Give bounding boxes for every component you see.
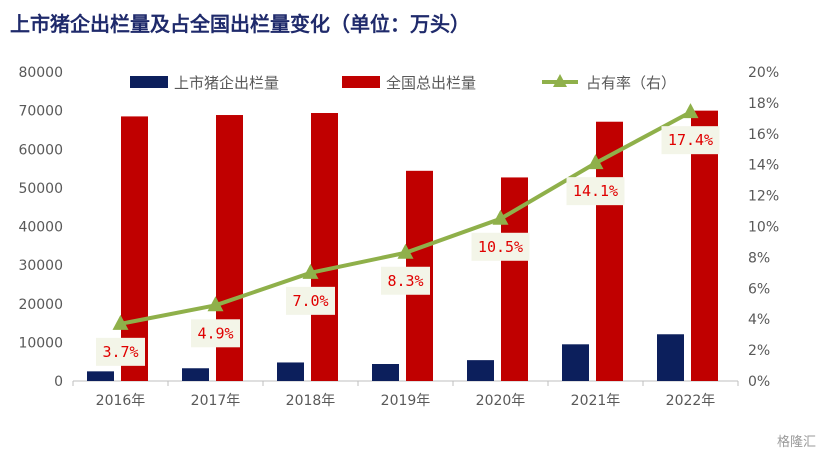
y-left-tick-label: 70000	[18, 104, 63, 120]
bar-national	[501, 177, 528, 381]
y-left-tick-label: 40000	[18, 220, 63, 236]
legend-label: 全国总出栏量	[386, 74, 476, 92]
data-label-box	[381, 266, 430, 295]
y-left-tick-label: 10000	[18, 335, 63, 351]
x-tick-label: 2022年	[666, 393, 716, 409]
bar-listed	[467, 360, 494, 381]
bar-national	[311, 113, 338, 381]
bar-listed	[372, 364, 399, 381]
y-right-tick-label: 18%	[748, 96, 779, 112]
y-right-tick-label: 14%	[748, 158, 779, 174]
legend-label: 占有率（右）	[586, 74, 676, 92]
data-label: 8.3%	[387, 272, 423, 290]
share-marker	[682, 103, 699, 119]
share-marker	[112, 314, 129, 330]
y-left-tick-label: 60000	[18, 142, 63, 158]
y-right-tick-label: 8%	[748, 250, 770, 266]
y-left-tick-label: 0	[54, 374, 63, 390]
bar-listed	[277, 362, 304, 381]
x-tick-label: 2019年	[381, 393, 431, 409]
data-label: 10.5%	[478, 238, 523, 256]
legend-swatch-marker	[553, 74, 567, 87]
bar-national	[691, 110, 718, 381]
axes: 0 10000 20000 30000 40000 50000 60000 70000 8000…	[18, 65, 779, 409]
y-right-tick-label: 16%	[748, 127, 779, 143]
share-marker	[492, 209, 509, 225]
bar-listed	[87, 371, 114, 381]
y-right-tick-label: 4%	[748, 312, 770, 328]
x-tick-label: 2017年	[191, 393, 241, 409]
data-label: 17.4%	[668, 131, 713, 149]
chart-title: 上市猪企出栏量及占全国出栏量变化（单位：万头）	[10, 12, 470, 36]
legend-swatch	[130, 76, 168, 88]
y-right-tick-label: 2%	[748, 343, 770, 359]
x-tick-label: 2018年	[286, 393, 336, 409]
watermark-text: 格隆汇	[776, 435, 816, 450]
bar-listed	[562, 344, 589, 381]
y-right-tick-label: 20%	[748, 65, 779, 81]
data-label-box	[96, 337, 145, 366]
share-line	[112, 103, 699, 330]
bar-national	[121, 116, 148, 382]
y-right-tick-label: 6%	[748, 281, 770, 297]
data-label-box	[471, 232, 530, 261]
legend-label: 上市猪企出栏量	[174, 74, 279, 92]
y-left-tick-label: 50000	[18, 181, 63, 197]
y-left-tick-label: 80000	[18, 65, 63, 81]
legend: 上市猪企出栏量 全国总出栏量 占有率（右）	[130, 74, 676, 92]
bars	[87, 110, 718, 382]
data-labels: 3.7% 4.9% 7.0% 8.3% 10.5% 14.1% 17.4%	[96, 126, 720, 366]
data-label: 7.0%	[292, 292, 328, 310]
y-right-tick-label: 0%	[748, 374, 770, 390]
data-label: 3.7%	[102, 343, 138, 361]
bar-listed	[182, 368, 209, 381]
data-label: 14.1%	[573, 182, 618, 200]
data-label-box	[191, 319, 240, 348]
share-marker	[587, 154, 604, 170]
x-tick-label: 2016年	[96, 393, 146, 409]
legend-swatch	[342, 76, 380, 88]
data-label: 4.9%	[197, 324, 233, 342]
y-left-tick-label: 30000	[18, 258, 63, 274]
share-marker	[397, 243, 414, 259]
y-left-tick-label: 20000	[18, 297, 63, 313]
data-label-box	[566, 177, 625, 206]
x-tick-label: 2020年	[476, 393, 526, 409]
share-marker	[302, 263, 319, 279]
x-tick-label: 2021年	[571, 393, 621, 409]
share-marker	[207, 296, 224, 312]
y-right-tick-label: 12%	[748, 189, 779, 205]
data-label-box	[661, 126, 720, 155]
y-right-tick-label: 10%	[748, 220, 779, 236]
data-label-box	[286, 286, 335, 315]
bar-listed	[657, 334, 684, 381]
